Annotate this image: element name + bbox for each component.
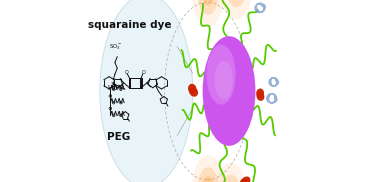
Ellipse shape: [215, 61, 233, 99]
Ellipse shape: [100, 0, 193, 182]
Ellipse shape: [197, 0, 219, 15]
Text: O: O: [142, 70, 146, 75]
Polygon shape: [243, 177, 250, 182]
Ellipse shape: [226, 0, 247, 7]
Ellipse shape: [197, 167, 219, 182]
Ellipse shape: [220, 0, 253, 19]
Ellipse shape: [203, 36, 256, 146]
Polygon shape: [189, 84, 196, 93]
Ellipse shape: [207, 44, 235, 105]
Text: O: O: [124, 70, 128, 75]
Ellipse shape: [202, 176, 214, 182]
Polygon shape: [257, 89, 263, 97]
Polygon shape: [257, 92, 264, 100]
Polygon shape: [190, 88, 197, 96]
Ellipse shape: [202, 0, 214, 6]
Polygon shape: [240, 179, 247, 182]
Ellipse shape: [192, 0, 225, 27]
Ellipse shape: [220, 175, 242, 182]
Ellipse shape: [192, 155, 225, 182]
Text: squaraine dye: squaraine dye: [88, 20, 172, 29]
Text: HO: HO: [107, 85, 118, 91]
Text: PEG: PEG: [107, 132, 130, 142]
Ellipse shape: [214, 163, 247, 182]
Text: $\mathregular{SO_3^-}$: $\mathregular{SO_3^-}$: [109, 42, 123, 52]
